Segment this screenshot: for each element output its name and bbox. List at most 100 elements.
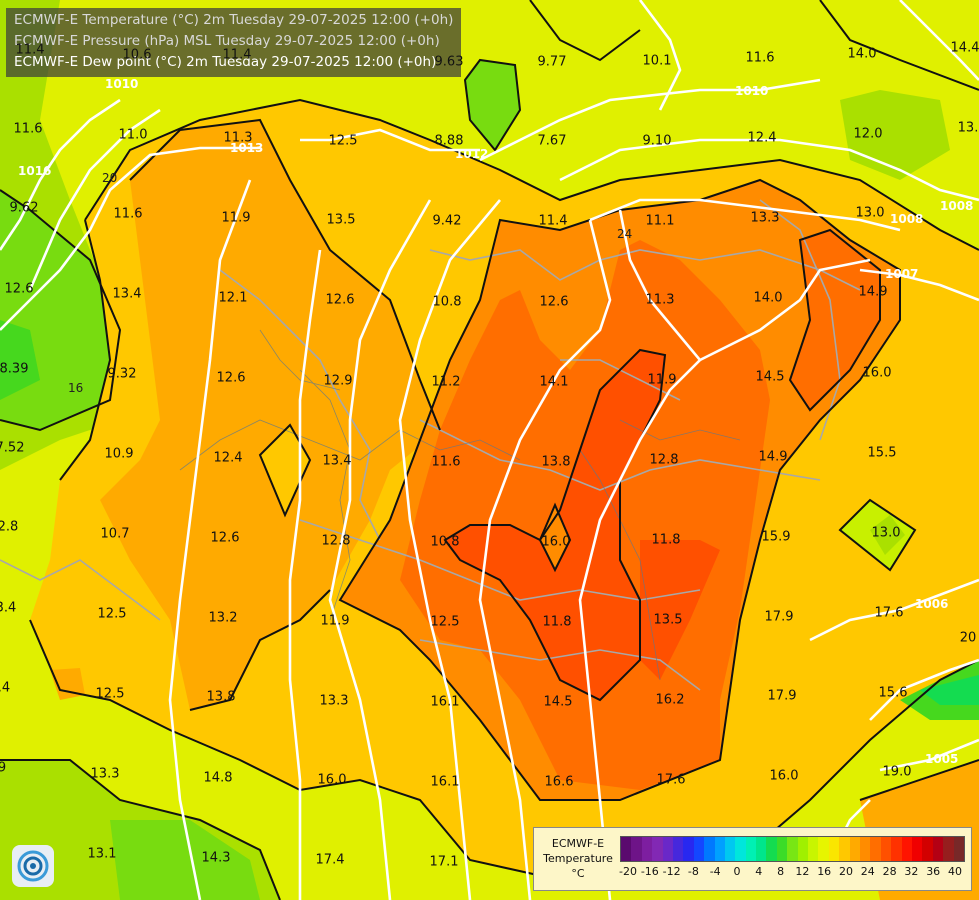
legend-swatch [922, 837, 933, 861]
dewpoint-value: 19.0 [882, 764, 912, 780]
dewpoint-value: 7.67 [537, 133, 567, 149]
svg-text:20: 20 [102, 171, 117, 185]
legend-swatch [880, 837, 892, 861]
temperature-contour-labels: 20 24 16 [68, 171, 632, 395]
dewpoint-value: 13.3 [90, 766, 120, 782]
svg-text:1006: 1006 [915, 597, 948, 611]
dewpoint-value: 10.8 [430, 534, 460, 550]
legend-swatch [683, 837, 694, 861]
legend-swatch [724, 837, 736, 861]
dewpoint-value: 10.9 [104, 446, 134, 462]
pressure-title: ECMWF-E Pressure (hPa) MSL Tuesday 29-07… [14, 33, 440, 49]
dewpoint-value: 9.63 [434, 54, 464, 70]
dewpoint-value: 12.8 [321, 533, 351, 549]
dewpoint-value: 11.3 [645, 292, 675, 308]
dewpoint-value: 9.42 [432, 213, 462, 229]
legend-tick-label: 0 [733, 865, 741, 878]
dewpoint-value: 12.8 [649, 452, 679, 468]
dewpoint-value: 9.32 [107, 366, 137, 382]
legend-swatch [714, 837, 725, 861]
dewpoint-value: 8.39 [0, 361, 29, 377]
dewpoint-value: 13.4 [112, 286, 142, 302]
dewpoint-title: ECMWF-E Dew point (°C) 2m Tuesday 29-07-… [14, 54, 437, 70]
dewpoint-value: 13.8 [541, 454, 571, 470]
dewpoint-value: 13.8 [206, 689, 236, 705]
dewpoint-value: 9.77 [537, 54, 567, 70]
legend-swatch [766, 837, 777, 861]
dewpoint-value: 14.5 [755, 369, 785, 385]
dewpoint-value: 14.9 [758, 449, 788, 465]
dewpoint-value: 12.9 [323, 373, 353, 389]
dewpoint-value: 11.6 [431, 454, 461, 470]
dewpoint-value: 17.6 [656, 772, 686, 788]
dewpoint-value: 12.5 [97, 606, 127, 622]
dewpoint-value: 11.6 [745, 50, 775, 66]
legend-swatch [849, 837, 860, 861]
dewpoint-value: 14.4 [950, 40, 979, 56]
dewpoint-value: 14.5 [543, 694, 573, 710]
dewpoint-value: 13.0 [871, 525, 901, 541]
map-header: ECMWF-E Temperature (°C) 2m Tuesday 29-0… [6, 8, 462, 77]
legend-title: ECMWF-E Temperature °C [543, 837, 613, 880]
legend-tick-label: 36 [926, 865, 941, 878]
svg-text:24: 24 [617, 227, 632, 241]
svg-text:1008: 1008 [940, 199, 973, 213]
dewpoint-value: 2.8 [0, 519, 19, 535]
legend-swatch [756, 837, 767, 861]
dewpoint-value: 11.6 [113, 206, 143, 222]
dewpoint-value: 11.3 [223, 130, 253, 146]
dewpoint-value: 16.0 [317, 772, 347, 788]
dewpoint-value: 14.9 [858, 284, 888, 300]
svg-text:1013: 1013 [230, 141, 263, 155]
legend-tick-label: 8 [777, 865, 785, 878]
legend-tick-label: -8 [687, 865, 699, 878]
dewpoint-value: 14.3 [201, 850, 231, 866]
legend-swatch [641, 837, 653, 861]
dewpoint-value: 12.5 [328, 133, 358, 149]
svg-text:1010: 1010 [735, 84, 768, 98]
dewpoint-value: 11.4 [222, 47, 252, 63]
dewpoint-value: 10.8 [432, 294, 462, 310]
dewpoint-value: 12.1 [218, 290, 248, 306]
legend-tick-label: 16 [817, 865, 832, 878]
dewpoint-value: 15.5 [867, 445, 897, 461]
legend-swatch [891, 837, 902, 861]
svg-text:1010: 1010 [105, 77, 138, 91]
dewpoint-value: 10.7 [100, 526, 130, 542]
legend-swatch [735, 837, 746, 861]
legend-swatch [859, 837, 871, 861]
legend-swatch [745, 837, 757, 861]
svg-text:1007: 1007 [885, 267, 918, 281]
dewpoint-value: 13.1 [87, 846, 117, 862]
dewpoint-value: 13.0 [855, 205, 885, 221]
dewpoint-value: 14.8 [203, 770, 233, 786]
svg-text:1008: 1008 [890, 212, 923, 226]
dewpoint-value: 11.4 [538, 213, 568, 229]
dewpoint-value: 14.0 [847, 46, 877, 62]
dewpoint-value: .4 [0, 680, 11, 696]
dewpoint-value: 12.4 [213, 450, 243, 466]
legend-swatch [776, 837, 788, 861]
dewpoint-value: 16.1 [430, 694, 460, 710]
legend-tick-label: 12 [795, 865, 810, 878]
dewpoint-value: 3.4 [0, 600, 17, 616]
dewpoint-value: 12.6 [4, 281, 34, 297]
legend-tick-label: 20 [839, 865, 853, 878]
temperature-legend: ECMWF-E Temperature °C -20 -16 -12 -8 -4 0 4 8 1… [533, 827, 972, 891]
legend-ticks: -20 -16 -12 -8 -4 0 4 8 12 16 20 24 28 32 36 40 [619, 865, 963, 881]
dewpoint-value: 13.3 [750, 210, 780, 226]
dewpoint-value: 16.6 [544, 774, 574, 790]
legend-swatch [828, 837, 840, 861]
dewpoint-value: 15.6 [878, 685, 908, 701]
dewpoint-value: 12.5 [430, 614, 460, 630]
dewpoint-value: 7.52 [0, 440, 25, 456]
dewpoint-value: 11.1 [645, 213, 675, 229]
dewpoint-value: 9.10 [642, 133, 672, 149]
dewpoint-value: 12.6 [325, 292, 355, 308]
dewpoint-value: 11.9 [221, 210, 251, 226]
legend-swatch [911, 837, 923, 861]
legend-swatch [870, 837, 881, 861]
